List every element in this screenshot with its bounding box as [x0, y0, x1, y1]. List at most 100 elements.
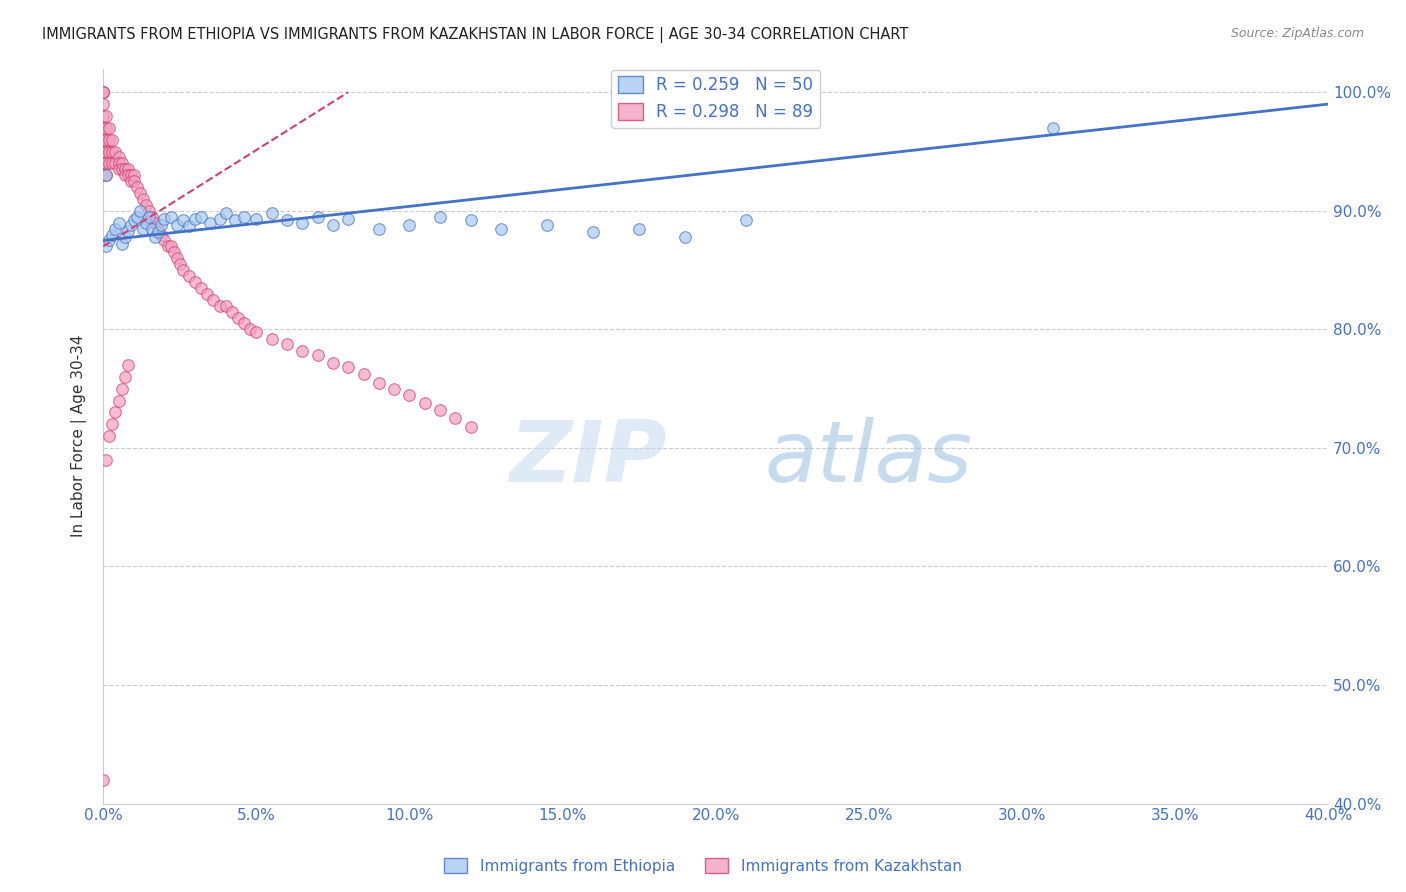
Point: [104, 405, 127, 419]
Point: [96, 156, 118, 170]
Point: [143, 230, 166, 244]
Point: [107, 393, 129, 408]
Point: [98, 156, 121, 170]
Point: [239, 322, 262, 336]
Point: [215, 299, 238, 313]
Point: [101, 227, 124, 242]
Point: [101, 145, 124, 159]
Point: [307, 210, 329, 224]
Point: [96, 120, 118, 135]
Text: Source: ZipAtlas.com: Source: ZipAtlas.com: [1230, 27, 1364, 40]
Point: [291, 343, 314, 358]
Point: [122, 174, 145, 188]
Point: [159, 239, 181, 253]
Point: [98, 145, 121, 159]
Point: [367, 221, 389, 235]
Point: [172, 263, 194, 277]
Point: [114, 168, 136, 182]
Point: [122, 213, 145, 227]
Point: [276, 336, 298, 351]
Point: [398, 218, 420, 232]
Point: [114, 230, 136, 244]
Point: [138, 203, 160, 218]
Point: [159, 210, 181, 224]
Point: [322, 218, 344, 232]
Point: [91, 85, 114, 99]
Point: [141, 221, 163, 235]
Point: [91, 168, 114, 182]
Point: [156, 239, 179, 253]
Point: [195, 286, 218, 301]
Point: [96, 239, 118, 253]
Point: [148, 225, 170, 239]
Point: [129, 186, 152, 200]
Point: [96, 452, 118, 467]
Point: [628, 221, 651, 235]
Point: [245, 212, 267, 227]
Point: [135, 198, 157, 212]
Point: [291, 216, 314, 230]
Point: [129, 203, 152, 218]
Point: [367, 376, 389, 390]
Point: [184, 212, 207, 227]
Text: IMMIGRANTS FROM ETHIOPIA VS IMMIGRANTS FROM KAZAKHSTAN IN LABOR FORCE | AGE 30-3: IMMIGRANTS FROM ETHIOPIA VS IMMIGRANTS F…: [42, 27, 908, 43]
Point: [98, 120, 121, 135]
Point: [117, 224, 139, 238]
Point: [153, 234, 176, 248]
Point: [114, 162, 136, 177]
Point: [107, 151, 129, 165]
Point: [96, 109, 118, 123]
Point: [96, 133, 118, 147]
Point: [125, 210, 148, 224]
Point: [337, 360, 360, 375]
Point: [322, 355, 344, 369]
Point: [91, 85, 114, 99]
Point: [98, 429, 121, 443]
Point: [91, 133, 114, 147]
Point: [221, 304, 243, 318]
Point: [150, 218, 173, 232]
Point: [104, 145, 127, 159]
Point: [226, 310, 249, 325]
Point: [91, 97, 114, 112]
Point: [117, 162, 139, 177]
Text: ZIP: ZIP: [509, 417, 666, 500]
Point: [120, 168, 142, 182]
Point: [177, 219, 200, 234]
Point: [215, 206, 238, 220]
Point: [260, 206, 283, 220]
Point: [190, 281, 212, 295]
Point: [200, 216, 222, 230]
Point: [110, 382, 132, 396]
Point: [166, 218, 188, 232]
Point: [224, 213, 246, 227]
Point: [444, 411, 467, 425]
Point: [104, 156, 127, 170]
Point: [491, 221, 513, 235]
Point: [101, 133, 124, 147]
Point: [104, 221, 127, 235]
Point: [91, 145, 114, 159]
Point: [107, 156, 129, 170]
Y-axis label: In Labor Force | Age 30-34: In Labor Force | Age 30-34: [72, 334, 87, 537]
Point: [166, 251, 188, 265]
Point: [91, 772, 114, 787]
Point: [202, 293, 225, 307]
Point: [98, 133, 121, 147]
Point: [536, 218, 558, 232]
Point: [114, 369, 136, 384]
Point: [276, 213, 298, 227]
Point: [148, 221, 170, 235]
Point: [398, 387, 420, 401]
Point: [117, 358, 139, 372]
Point: [673, 230, 696, 244]
Point: [91, 85, 114, 99]
Point: [98, 234, 121, 248]
Point: [96, 145, 118, 159]
Point: [382, 382, 405, 396]
Point: [91, 120, 114, 135]
Point: [120, 218, 142, 232]
Point: [91, 109, 114, 123]
Point: [107, 216, 129, 230]
Point: [245, 325, 267, 339]
